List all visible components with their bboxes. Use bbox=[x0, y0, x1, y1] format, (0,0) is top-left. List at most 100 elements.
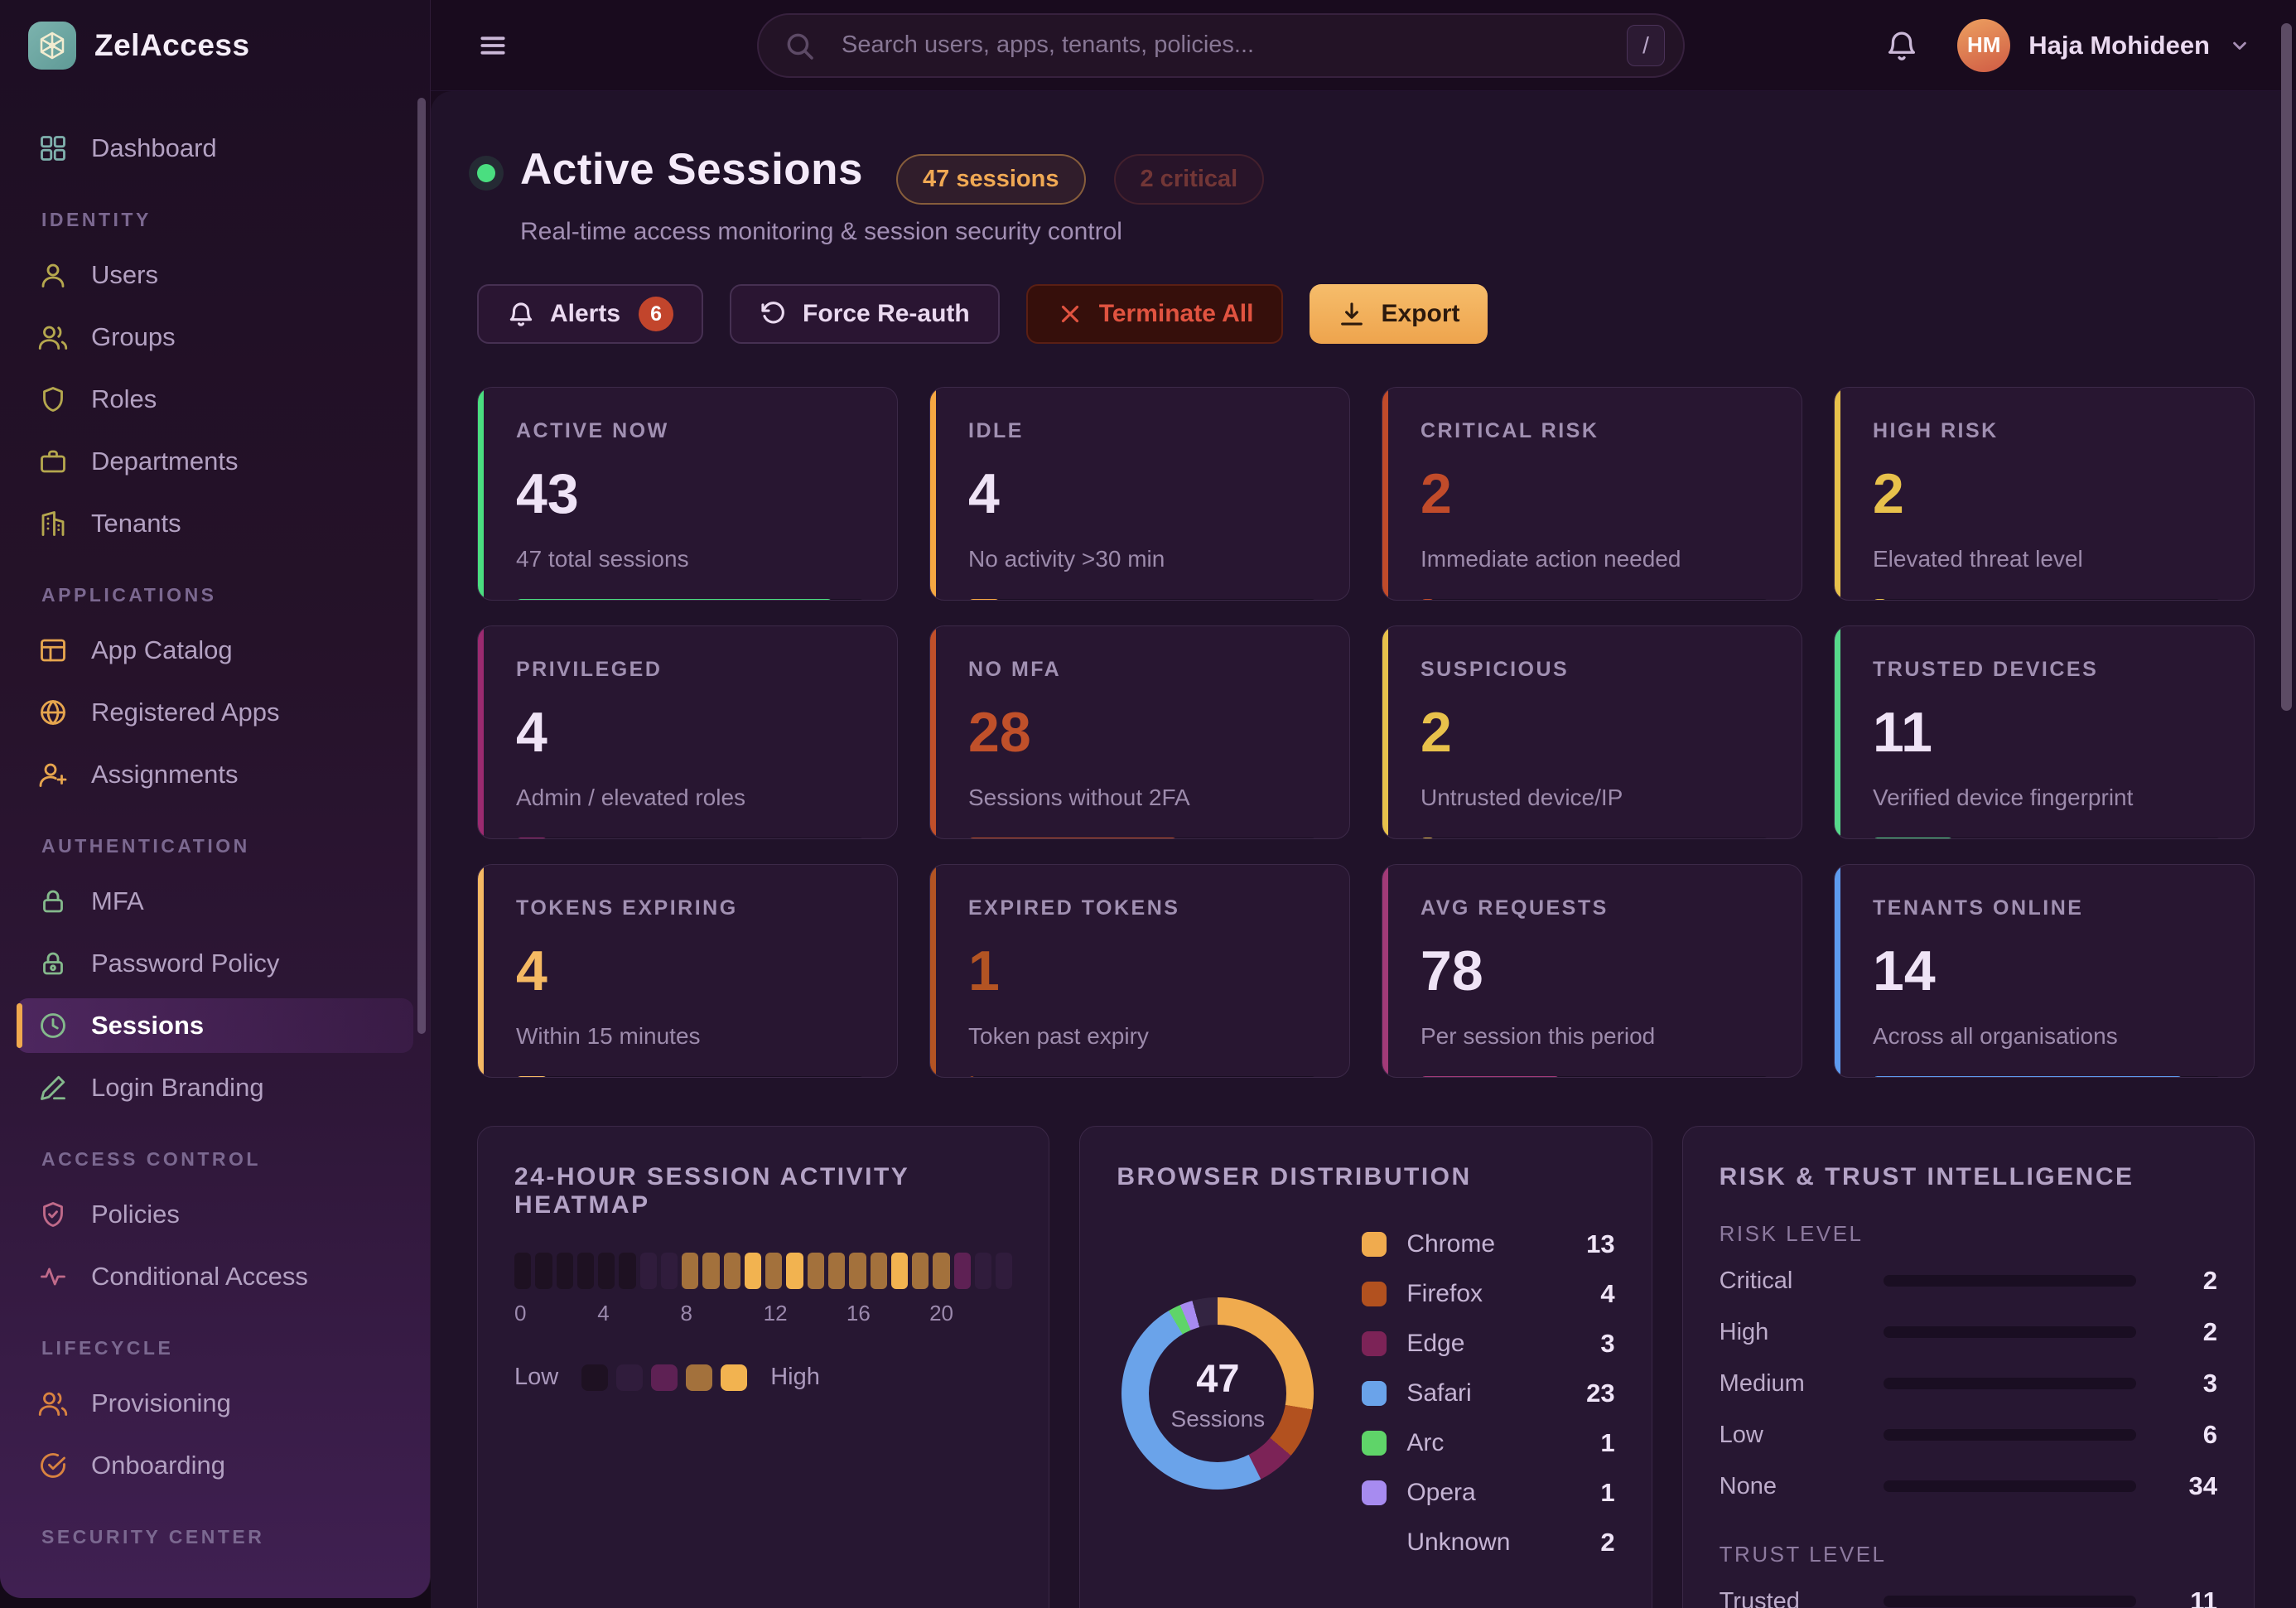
sidebar-item-groups[interactable]: Groups bbox=[17, 310, 413, 365]
sidebar-item-onboarding[interactable]: Onboarding bbox=[17, 1438, 413, 1493]
panels-row: 24-HOUR SESSION ACTIVITY HEATMAP 0 4 8 12 16… bbox=[477, 1126, 2255, 1608]
sidebar-item-provisioning[interactable]: Provisioning bbox=[17, 1376, 413, 1431]
risk-section-header-risk-level: RISK LEVEL bbox=[1719, 1221, 1864, 1246]
sidebar-item-label: Policies bbox=[91, 1200, 180, 1229]
stat-card-progress-fill bbox=[968, 838, 1177, 839]
stat-card-accent bbox=[1382, 865, 1388, 1077]
chevron-down-icon bbox=[2228, 34, 2251, 57]
heatmap-legend-swatch-3 bbox=[686, 1364, 713, 1391]
risk-row-value: 11 bbox=[2190, 1586, 2217, 1608]
sidebar-item-tenants[interactable]: Tenants bbox=[17, 496, 413, 551]
sidebar-item-label: Assignments bbox=[91, 760, 239, 789]
stat-card-label: SUSPICIOUS bbox=[1421, 658, 1570, 681]
sidebar-item-mfa[interactable]: MFA bbox=[17, 874, 413, 929]
export-button[interactable]: Export bbox=[1310, 284, 1488, 344]
content: Active Sessions 47 sessions 2 critical Re… bbox=[431, 91, 2296, 1608]
browser-legend-row-unknown: Unknown 2 bbox=[1362, 1518, 1614, 1567]
heatmap-panel: 24-HOUR SESSION ACTIVITY HEATMAP 0 4 8 12 16… bbox=[477, 1126, 1050, 1608]
bell-icon bbox=[507, 300, 535, 328]
stat-card-progress-track bbox=[1873, 838, 2221, 839]
users-icon bbox=[38, 1388, 68, 1418]
sidebar-item-app-catalog[interactable]: App Catalog bbox=[17, 623, 413, 678]
sidebar-item-label: MFA bbox=[91, 886, 144, 915]
sidebar-item-policies[interactable]: Policies bbox=[17, 1187, 413, 1242]
topbar: / HM Haja Mohideen bbox=[431, 0, 2296, 91]
stat-card-accent bbox=[930, 865, 936, 1077]
heatmap-cell-hour-18 bbox=[890, 1253, 909, 1289]
grid-icon bbox=[38, 133, 68, 163]
browser-legend-value: 23 bbox=[1586, 1379, 1615, 1408]
browser-legend-value: 2 bbox=[1600, 1528, 1615, 1557]
terminate-all-button[interactable]: Terminate All bbox=[1025, 284, 1284, 344]
risk-row-track bbox=[1883, 1596, 2136, 1607]
heatmap-tick-12: 12 bbox=[763, 1301, 788, 1326]
sidebar-item-sessions[interactable]: Sessions bbox=[17, 998, 413, 1053]
sidebar-item-departments[interactable]: Departments bbox=[17, 434, 413, 489]
stat-card-progress-track bbox=[1873, 599, 2221, 600]
stat-card-value: 2 bbox=[1421, 701, 1452, 764]
browser-legend-swatch bbox=[1362, 1381, 1387, 1406]
stat-card-value: 43 bbox=[516, 462, 579, 525]
stat-card-critical-risk: CRITICAL RISK 2 Immediate action needed bbox=[1382, 387, 1802, 601]
stat-card-accent bbox=[478, 865, 484, 1077]
sidebar-item-label: Password Policy bbox=[91, 949, 280, 978]
search-input[interactable] bbox=[757, 12, 1685, 78]
stat-card-tenants-online: TENANTS ONLINE 14 Across all organisatio… bbox=[1834, 864, 2255, 1078]
heatmap-legend-swatch-2 bbox=[651, 1364, 678, 1391]
heatmap-cell-hour-16 bbox=[849, 1253, 866, 1289]
sidebar-item-users[interactable]: Users bbox=[17, 248, 413, 302]
stat-card-privileged: PRIVILEGED 4 Admin / elevated roles bbox=[477, 625, 898, 839]
sidebar-item-password-policy[interactable]: Password Policy bbox=[17, 936, 413, 991]
menu-icon[interactable] bbox=[477, 30, 509, 61]
sidebar-item-dashboard[interactable]: Dashboard bbox=[17, 121, 413, 176]
browser-legend-swatch bbox=[1362, 1431, 1387, 1456]
heatmap-tick-20: 20 bbox=[929, 1301, 954, 1326]
risk-row-label: Trusted bbox=[1719, 1587, 1800, 1608]
stat-card-accent bbox=[1835, 865, 1840, 1077]
sidebar-nav: Dashboard IDENTITY Users Groups Roles De… bbox=[0, 91, 430, 1598]
activity-icon bbox=[38, 1262, 68, 1292]
sidebar-item-conditional-access[interactable]: Conditional Access bbox=[17, 1249, 413, 1304]
browser-legend-value: 1 bbox=[1600, 1478, 1615, 1507]
badge-47-sessions: 47 sessions bbox=[896, 154, 1086, 205]
stat-card-value: 4 bbox=[968, 462, 1000, 525]
heatmap-cell-hour-3 bbox=[576, 1253, 595, 1289]
heatmap-ticks: 0 4 8 12 16 20 bbox=[514, 1301, 1012, 1329]
user-menu[interactable]: HM Haja Mohideen bbox=[1957, 18, 2251, 72]
alerts-button[interactable]: Alerts 6 bbox=[477, 284, 704, 344]
sidebar-scrollbar[interactable] bbox=[417, 98, 426, 1034]
heatmap-legend-swatch-0 bbox=[581, 1364, 609, 1391]
heatmap-title: 24-HOUR SESSION ACTIVITY HEATMAP bbox=[514, 1163, 909, 1219]
stat-card-label: TOKENS EXPIRING bbox=[516, 896, 738, 920]
sidebar-item-roles[interactable]: Roles bbox=[17, 372, 413, 427]
sidebar-item-label: Onboarding bbox=[91, 1451, 226, 1480]
rotate-ccw-icon bbox=[760, 300, 788, 328]
page-title: Active Sessions bbox=[520, 145, 864, 194]
force-re-auth-button[interactable]: Force Re-auth bbox=[730, 284, 1000, 344]
page-scrollbar[interactable] bbox=[2281, 23, 2292, 711]
sidebar-item-assignments[interactable]: Assignments bbox=[17, 747, 413, 802]
heatmap-cell-hour-0 bbox=[514, 1253, 532, 1289]
heatmap-tick-16: 16 bbox=[846, 1301, 871, 1326]
heatmap-cell-hour-12 bbox=[765, 1253, 783, 1289]
x-icon bbox=[1056, 300, 1084, 328]
stat-card-progress-track bbox=[1873, 1076, 2221, 1077]
sidebar-section-header-identity: IDENTITY bbox=[41, 209, 152, 230]
heatmap-legend: Low High bbox=[514, 1364, 1012, 1391]
sidebar-item-login-branding[interactable]: Login Branding bbox=[17, 1060, 413, 1115]
browser-legend-name: Chrome bbox=[1406, 1230, 1496, 1258]
heatmap-cell-hour-5 bbox=[619, 1253, 636, 1289]
browser-legend-name: Safari bbox=[1406, 1379, 1472, 1407]
browser-legend-row-chrome: Chrome 13 bbox=[1362, 1219, 1615, 1269]
topbar-right: HM Haja Mohideen bbox=[1884, 18, 2251, 72]
bell-icon[interactable] bbox=[1884, 28, 1919, 63]
stat-card-value: 28 bbox=[968, 701, 1031, 764]
sidebar-item-label: Sessions bbox=[91, 1011, 205, 1040]
risk-row-label: Medium bbox=[1719, 1369, 1805, 1397]
stat-card-accent bbox=[930, 388, 936, 600]
pen-icon bbox=[38, 1073, 68, 1103]
sidebar-item-registered-apps[interactable]: Registered Apps bbox=[17, 685, 413, 740]
heatmap-cell-hour-1 bbox=[535, 1253, 552, 1289]
stat-card-progress-track bbox=[516, 838, 864, 839]
download-icon bbox=[1338, 300, 1366, 328]
